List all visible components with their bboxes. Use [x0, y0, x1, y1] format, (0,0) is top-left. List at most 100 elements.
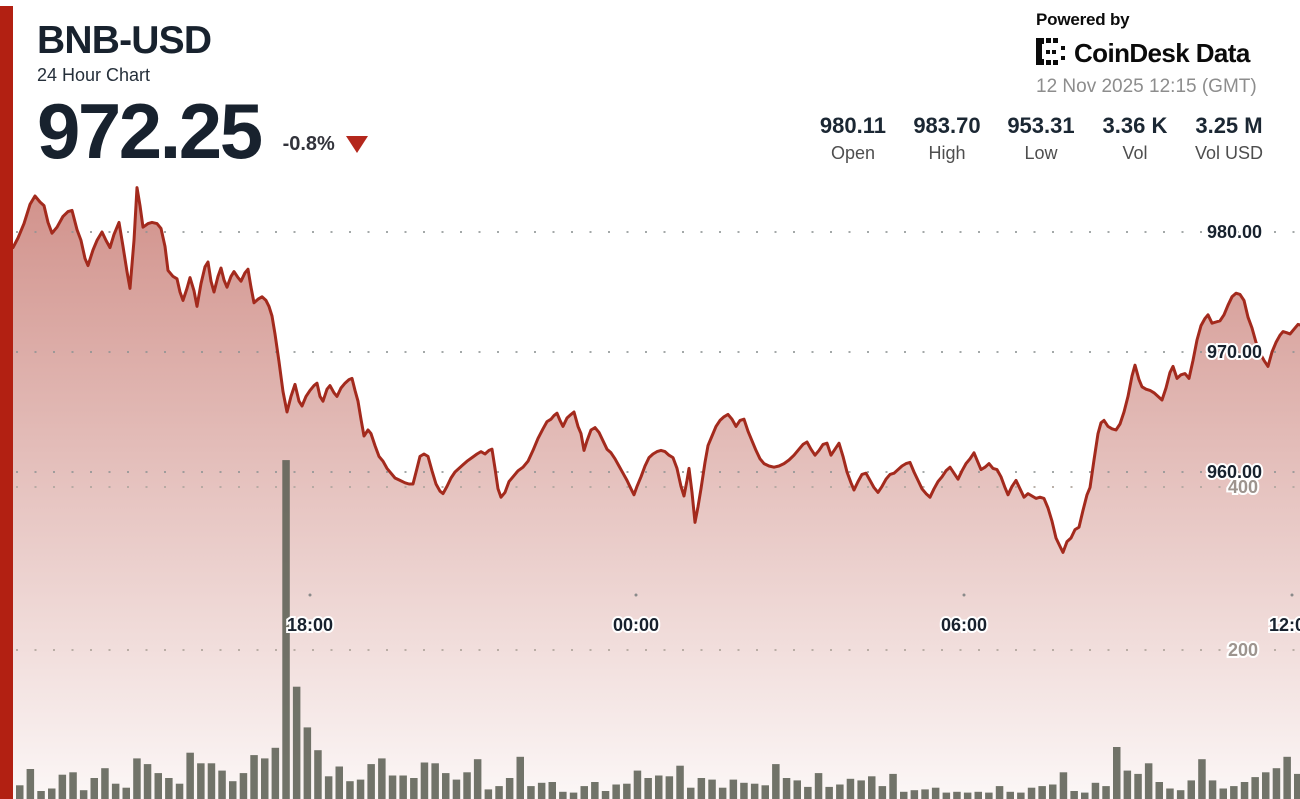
volume-bar [452, 779, 461, 799]
volume-bar [963, 792, 972, 799]
volume-bar [37, 791, 45, 799]
volume-bar [207, 763, 216, 799]
time-tick-dot [308, 593, 312, 597]
price-row: 972.25 -0.8% [37, 92, 368, 170]
volume-bar [527, 786, 535, 799]
volume-bar [335, 766, 343, 799]
stat-vol-usd: 3.25 M Vol USD [1195, 113, 1263, 164]
volume-bar [410, 778, 418, 799]
chart-subtitle: 24 Hour Chart [37, 64, 151, 85]
volume-bar [729, 779, 738, 799]
volume-bar [250, 755, 258, 799]
volume-bar [122, 787, 130, 799]
volume-bar [1272, 768, 1281, 799]
volume-bar [16, 785, 24, 799]
powered-by-label: Powered by [1036, 10, 1130, 29]
volume-bar [1155, 782, 1163, 799]
volume-bar [1049, 784, 1057, 799]
volume-bar [1134, 773, 1142, 799]
volume-bar [1102, 786, 1110, 799]
volume-bar [761, 785, 769, 799]
volume-bar [186, 752, 194, 799]
volume-bar [1166, 788, 1174, 799]
volume-bar [154, 773, 162, 799]
volume-bar [931, 787, 940, 799]
volume-bar [846, 778, 855, 799]
volume-bar [111, 783, 120, 799]
volume-bar [1240, 782, 1249, 799]
volume-bar [804, 786, 812, 799]
time-axis-label: 00:00 [613, 615, 659, 635]
volume-bar [133, 758, 141, 799]
volume-bar [995, 786, 1004, 799]
volume-bar [229, 781, 237, 799]
stat-low-label: Low [1024, 143, 1058, 163]
volume-bar [175, 783, 184, 799]
volume-bar [591, 782, 599, 799]
stat-high-label: High [928, 143, 966, 163]
stat-vol-value: 3.36 K [1102, 113, 1168, 138]
volume-bar [569, 792, 578, 799]
volume-bar [1283, 756, 1291, 799]
stat-open-value: 980.11 [819, 113, 886, 138]
volume-bar [655, 775, 663, 799]
volume-bar [292, 686, 301, 799]
volume-bar [1123, 770, 1132, 799]
volume-bar [718, 787, 727, 799]
volume-bar [857, 780, 865, 799]
volume-bar [601, 791, 610, 799]
ohlc-stats-row: 980.11 Open 983.70 High 953.31 Low 3.36 … [819, 113, 1263, 164]
stat-vol-usd-label: Vol USD [1194, 143, 1263, 163]
time-tick-dot [634, 593, 638, 597]
volume-bar [197, 763, 205, 799]
header-left: BNB-USD 24 Hour Chart 972.25 -0.8% [37, 19, 368, 170]
volume-bar [431, 763, 439, 799]
volume-bar [889, 773, 897, 799]
stat-open-label: Open [830, 143, 875, 163]
volume-bar [921, 789, 929, 799]
change-wrap: -0.8% [283, 133, 368, 156]
current-period-accent-bar [0, 6, 13, 799]
volume-bar [271, 747, 280, 799]
stat-vol: 3.36 K Vol [1101, 113, 1169, 164]
volume-bar [378, 758, 386, 799]
volume-bar [559, 791, 567, 799]
volume-bar [1070, 791, 1078, 799]
volume-axis-label: 200 [1228, 640, 1258, 660]
volume-bar [58, 774, 67, 799]
volume-bar [495, 786, 503, 799]
volume-bar [356, 779, 365, 799]
volume-bar [261, 758, 269, 799]
volume-bar [868, 776, 876, 799]
price-axis-label: 960.00 [1207, 462, 1262, 482]
price-area-fill [13, 187, 1300, 799]
time-tick-dot [1290, 593, 1294, 597]
volume-bar [974, 791, 982, 799]
volume-bar [303, 727, 312, 799]
volume-bar [1230, 786, 1238, 799]
volume-bar [750, 783, 759, 799]
stat-low-value: 953.31 [1007, 113, 1075, 138]
volume-bar [516, 756, 524, 799]
volume-bar [772, 764, 780, 799]
time-tick-dot [962, 593, 966, 597]
volume-bar [1294, 773, 1300, 799]
coindesk-data-link[interactable]: CoinDesk Data [1036, 37, 1266, 69]
volume-bar [953, 791, 961, 799]
volume-bar [324, 776, 333, 799]
volume-bar [612, 784, 620, 799]
volume-bar [942, 792, 951, 799]
volume-bar [793, 780, 801, 799]
volume-bar [814, 773, 823, 799]
volume-bar [825, 786, 833, 799]
stat-vol-usd-value: 3.25 M [1195, 113, 1263, 138]
coindesk-logo-icon [1036, 38, 1065, 65]
stat-vol-label: Vol [1122, 143, 1148, 163]
volume-bar [708, 779, 716, 799]
volume-bar [101, 768, 109, 799]
down-arrow-icon [345, 135, 368, 153]
volume-bar [26, 769, 35, 799]
volume-bar [548, 782, 556, 799]
volume-bar [473, 759, 482, 799]
